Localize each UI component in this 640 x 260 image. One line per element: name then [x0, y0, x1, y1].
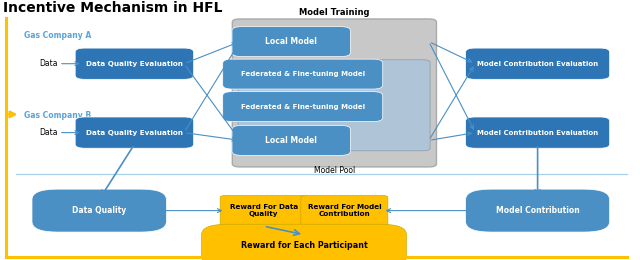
Text: Gas Company B: Gas Company B [24, 111, 92, 120]
FancyBboxPatch shape [466, 189, 609, 232]
FancyBboxPatch shape [32, 189, 166, 232]
Text: Model Contribution: Model Contribution [496, 206, 579, 215]
FancyBboxPatch shape [76, 117, 193, 148]
Text: Local Model: Local Model [265, 136, 317, 145]
FancyBboxPatch shape [232, 125, 351, 155]
FancyBboxPatch shape [220, 196, 307, 226]
Text: Gas Company A: Gas Company A [24, 31, 92, 40]
FancyBboxPatch shape [301, 196, 388, 226]
Text: Federated & Fine-tuning Model: Federated & Fine-tuning Model [241, 103, 365, 110]
FancyBboxPatch shape [202, 224, 406, 260]
Text: Model Contribution Evaluation: Model Contribution Evaluation [477, 61, 598, 67]
Text: Data Quality: Data Quality [72, 206, 126, 215]
FancyBboxPatch shape [223, 59, 383, 89]
Text: Model Contribution Evaluation: Model Contribution Evaluation [477, 129, 598, 136]
Text: Reward For Data
Quality: Reward For Data Quality [230, 204, 298, 217]
FancyBboxPatch shape [232, 19, 436, 167]
FancyBboxPatch shape [466, 48, 609, 79]
FancyBboxPatch shape [466, 117, 609, 148]
Text: Federated & Fine-tuning Model: Federated & Fine-tuning Model [241, 71, 365, 77]
Text: Model Pool: Model Pool [314, 166, 355, 175]
FancyBboxPatch shape [232, 27, 351, 57]
FancyBboxPatch shape [223, 92, 383, 122]
FancyBboxPatch shape [238, 60, 430, 151]
FancyBboxPatch shape [76, 48, 193, 79]
Text: Data Quality Evaluation: Data Quality Evaluation [86, 129, 183, 136]
Text: Data: Data [39, 59, 58, 68]
Text: Incentive Mechanism in HFL: Incentive Mechanism in HFL [3, 1, 223, 15]
Text: Local Model: Local Model [265, 37, 317, 46]
Text: Reward for Each Participant: Reward for Each Participant [241, 241, 367, 250]
Text: Model Training: Model Training [299, 9, 370, 17]
Text: Data Quality Evaluation: Data Quality Evaluation [86, 61, 183, 67]
Text: Data: Data [39, 128, 58, 137]
Text: Reward For Model
Contribution: Reward For Model Contribution [307, 204, 381, 217]
